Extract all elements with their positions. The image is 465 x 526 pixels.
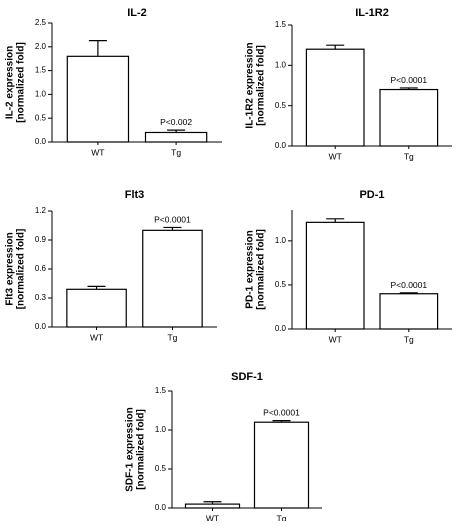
y-tick-label: 0.0 — [35, 322, 47, 331]
y-axis-label: [normalized fold] — [256, 45, 267, 126]
y-tick-label: 0.0 — [275, 324, 287, 333]
y-tick-label: 2.5 — [35, 18, 47, 27]
x-tick-label: Tg — [171, 147, 181, 157]
y-tick-label: 0.5 — [275, 280, 287, 289]
x-tick-label: Tg — [167, 332, 177, 342]
y-axis-label: Flt3 expression — [5, 232, 16, 305]
y-tick-label: 1.0 — [35, 90, 47, 99]
chart-title: SDF-1 — [231, 371, 263, 383]
x-tick-label: Tg — [404, 334, 414, 344]
x-tick-label: WT — [91, 147, 104, 157]
bar-wt — [66, 55, 130, 143]
bar-tg — [379, 88, 439, 147]
panel-flt3: Flt3 0.0 0.3 0.6 0.9 1.2 Flt3 expression [norma… — [5, 189, 217, 342]
x-tick-label: Tg — [404, 151, 414, 161]
chart-title: PD-1 — [359, 189, 384, 201]
y-axis-label: [normalized fold] — [136, 409, 147, 490]
p-value-annotation: P<0.002 — [160, 117, 192, 127]
y-tick-label: 0.5 — [35, 113, 47, 122]
y-axis-label: PD-1 expression — [245, 230, 256, 308]
y-tick-label: 1.5 — [35, 66, 47, 75]
y-tick-label: 0.5 — [275, 101, 287, 110]
panel-pd-1: PD-1 0.0 0.5 1.0 PD-1 expression [normalized … — [245, 189, 452, 344]
y-tick-label: 0.0 — [155, 503, 167, 512]
x-tick-label: WT — [329, 151, 342, 161]
y-axis-label: [normalized fold] — [16, 42, 27, 123]
p-value-annotation: P<0.0001 — [390, 280, 427, 290]
panel-sdf-1: SDF-1 0.0 0.5 1.0 1.5 SDF-1 expression [normal… — [125, 371, 322, 523]
y-axis-label: [normalized fold] — [256, 229, 267, 310]
x-tick-label: WT — [206, 513, 219, 521]
bar-wt — [305, 221, 365, 330]
p-value-annotation: P<0.0001 — [263, 408, 300, 418]
y-axis-label: [normalized fold] — [16, 229, 27, 310]
x-tick-label: WT — [329, 334, 342, 344]
bar-wt — [184, 503, 241, 509]
p-value-annotation: P<0.0001 — [154, 214, 191, 224]
y-tick-label: 1.0 — [275, 236, 287, 245]
y-axis-label: IL-1R2 expression — [245, 42, 256, 128]
p-value-annotation: P<0.0001 — [390, 75, 427, 85]
y-tick-label: 0.0 — [35, 137, 47, 146]
y-tick-label: 2.0 — [35, 42, 47, 51]
x-tick-label: Tg — [277, 513, 287, 521]
y-tick-label: 0.6 — [35, 264, 47, 273]
chart-title: IL-2 — [127, 7, 147, 19]
bar-wt — [305, 48, 365, 147]
y-axis-label: IL-2 expression — [5, 46, 16, 119]
panel-il-2: IL-2 0.0 0.5 1.0 1.5 2.0 2.5 IL-2 expression [no… — [5, 7, 222, 157]
y-axis-label: SDF-1 expression — [125, 407, 136, 491]
y-tick-label: 1.5 — [275, 20, 287, 29]
chart-title: Flt3 — [125, 189, 145, 201]
bar-tg — [142, 229, 203, 328]
y-tick-label: 1.2 — [35, 206, 47, 215]
y-tick-label: 0.5 — [155, 464, 167, 473]
y-tick-label: 0.9 — [35, 235, 47, 244]
bar-tg — [253, 421, 310, 509]
bar-wt — [66, 288, 127, 328]
y-tick-label: 1.0 — [275, 60, 287, 69]
x-tick-label: WT — [90, 332, 103, 342]
bar-tg — [144, 131, 208, 143]
bar-tg — [379, 293, 439, 330]
y-tick-label: 1.0 — [155, 425, 167, 434]
y-tick-label: 0.3 — [35, 293, 47, 302]
chart-title: IL-1R2 — [355, 7, 389, 19]
y-tick-label: 1.5 — [155, 386, 167, 395]
y-tick-label: 0.0 — [275, 141, 287, 150]
panel-il-1r2: IL-1R2 0.0 0.5 1.0 1.5 IL-1R2 expression [norm… — [245, 7, 452, 161]
